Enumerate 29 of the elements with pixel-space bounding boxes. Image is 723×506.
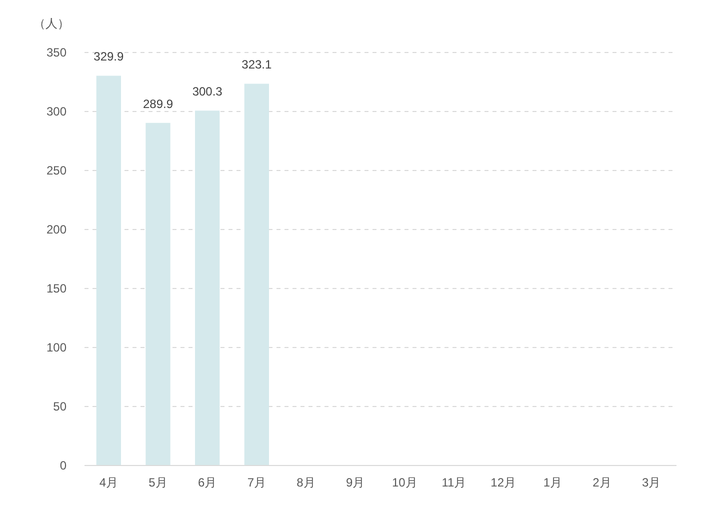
x-tick-label: 12月 [490,476,516,490]
x-tick-label: 6月 [198,476,217,490]
x-tick-label: 4月 [99,476,118,490]
x-tick-label: 7月 [247,476,266,490]
x-tick-label: 10月 [392,476,418,490]
y-tick-label: 200 [46,222,67,236]
x-tick-label: 1月 [543,476,562,490]
data-label: 329.9 [94,50,124,64]
x-tick-label: 11月 [442,476,466,490]
x-tick-label: 5月 [148,476,168,490]
bar [96,76,121,465]
y-tick-label: 50 [53,400,67,414]
y-tick-label: 350 [46,46,67,60]
y-axis-title: （人） [34,16,70,30]
bar [244,84,269,465]
x-tick-label: 9月 [346,476,365,490]
bar [146,122,170,465]
data-label: 300.3 [192,84,223,99]
y-tick-label: 250 [46,164,67,178]
data-label: 323.1 [242,58,272,72]
x-tick-label: 8月 [296,476,316,490]
y-tick-label: 100 [46,340,67,354]
y-tick-label: 0 [60,458,67,472]
y-tick-label: 150 [46,282,67,296]
data-label: 289.9 [142,96,174,111]
x-tick-label: 3月 [642,476,661,490]
y-tick-label: 300 [46,104,67,118]
bar [195,110,220,465]
x-tick-label: 2月 [592,476,612,490]
